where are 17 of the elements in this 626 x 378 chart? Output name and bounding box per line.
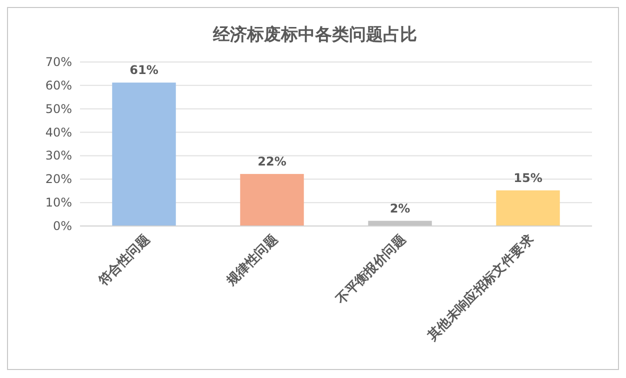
chart-title: 经济标废标中各类问题占比 [212, 25, 417, 45]
y-tick-label: 50% [45, 102, 72, 116]
y-tick-label: 40% [45, 125, 72, 140]
y-tick-label: 10% [45, 196, 72, 210]
data-label: 61% [130, 63, 158, 78]
y-tick-label: 60% [45, 78, 72, 92]
x-tick-label: 其他未响应招标文件要求 [424, 230, 538, 345]
y-tick-label: 20% [45, 172, 72, 186]
y-tick-label: 0% [52, 219, 72, 233]
y-tick-label: 30% [45, 148, 72, 163]
x-tick-label: 规律性问题 [224, 232, 281, 290]
data-label: 2% [390, 201, 410, 216]
data-label: 15% [514, 170, 542, 185]
x-tick-label: 符合性问题 [94, 232, 153, 290]
data-label: 22% [258, 154, 286, 168]
y-tick-label: 70% [45, 55, 72, 69]
x-tick-label: 不平衡报价问题 [333, 232, 409, 308]
